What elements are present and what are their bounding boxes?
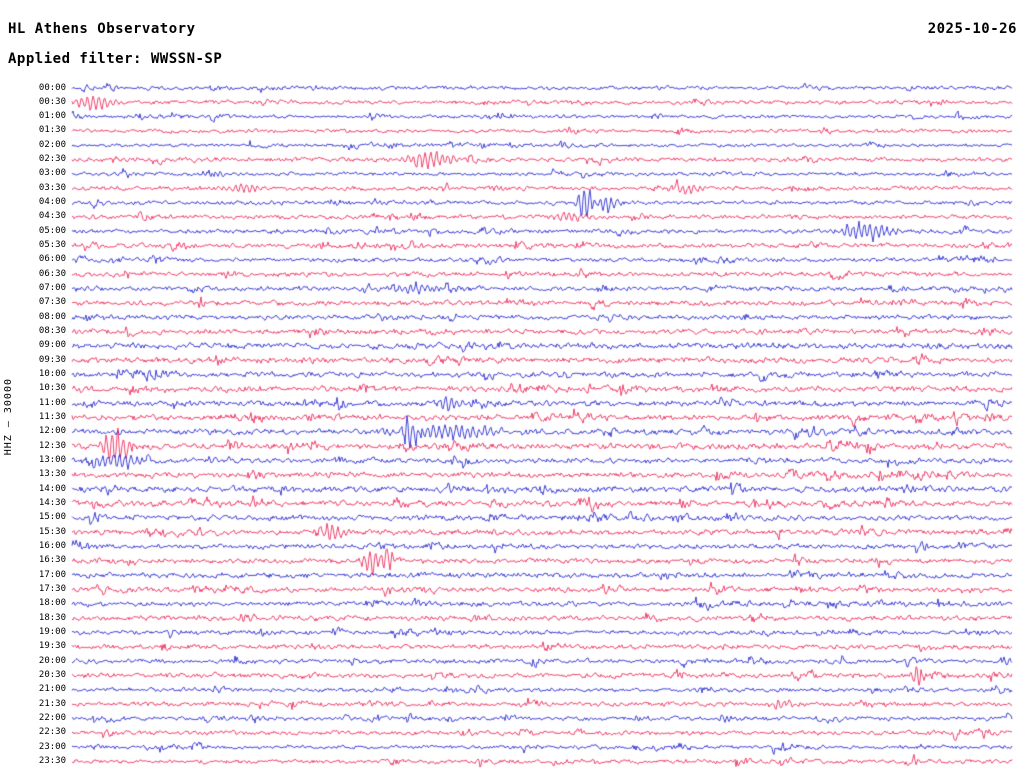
helicorder-canvas — [0, 0, 1024, 780]
helicorder-screen: HL Athens Observatory 2025-10-26 Applied… — [0, 0, 1024, 780]
